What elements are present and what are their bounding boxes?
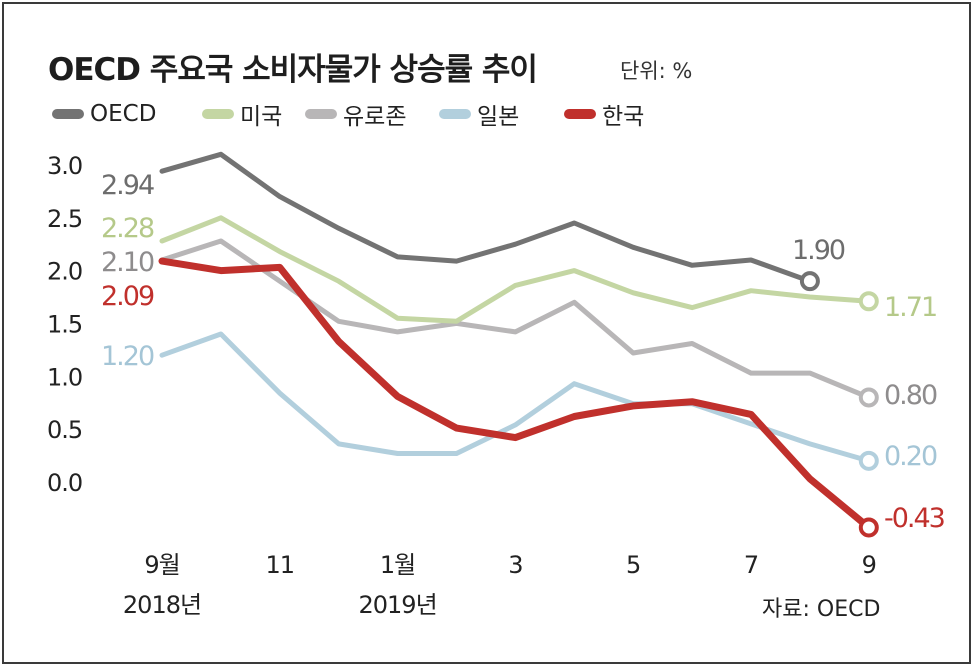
y-tick-label: 0.5 (47, 416, 82, 444)
legend-label: 한국 (602, 104, 645, 130)
y-tick-label: 2.0 (47, 258, 82, 286)
series-line (159, 151, 813, 284)
series-end-marker (858, 387, 879, 408)
legend-label: 미국 (240, 104, 283, 130)
legend-item: 한국 (564, 96, 644, 132)
series-end-marker (799, 271, 820, 292)
x-tick-label: 9월 (144, 551, 179, 579)
data-label: 2.94 (101, 170, 154, 201)
series-end-marker (858, 450, 879, 471)
y-tick-label: 0.0 (47, 469, 82, 497)
legend-swatch (52, 109, 84, 119)
source-label: 자료: OECD (762, 597, 881, 622)
x-tick-label: 7 (744, 551, 758, 579)
series-line (159, 215, 872, 324)
data-label: -0.43 (884, 503, 945, 534)
y-tick-label: 3.0 (47, 152, 82, 180)
data-label: 1.71 (884, 292, 936, 323)
x-tick-label: 1월 (380, 551, 415, 579)
series-end-marker (858, 517, 879, 538)
x-tick-label: 2018년 (123, 591, 201, 619)
legend-label: OECD (90, 101, 157, 127)
unit-label: 단위: % (620, 59, 693, 83)
data-label: 1.20 (101, 341, 154, 372)
data-label: 2.09 (101, 281, 154, 312)
y-tick-label: 1.5 (47, 310, 82, 338)
legend-swatch (564, 109, 596, 119)
data-label: 2.10 (101, 247, 154, 278)
legend-swatch (439, 109, 471, 119)
legend-item: 미국 (202, 96, 282, 132)
y-tick-label: 2.5 (47, 205, 82, 233)
data-label: 0.80 (884, 380, 937, 411)
data-label: 2.28 (101, 213, 154, 244)
legend-item: 일본 (439, 96, 519, 132)
data-label: 0.20 (884, 441, 937, 472)
x-tick-label: 5 (626, 551, 640, 579)
legend-swatch (202, 109, 234, 119)
chart-title: OECD 주요국 소비자물가 상승률 추이 (48, 52, 538, 88)
legend-label: 일본 (477, 104, 520, 130)
data-label: 1.90 (792, 235, 845, 266)
series-line (159, 331, 872, 464)
legend-item: OECD (52, 96, 156, 132)
legend-label: 유로존 (343, 104, 407, 130)
x-tick-label: 3 (508, 551, 522, 579)
series-end-marker (858, 291, 879, 312)
legend-item: 유로존 (305, 96, 406, 132)
x-tick-label: 9 (862, 551, 876, 579)
y-tick-label: 1.0 (47, 363, 82, 391)
series-line (158, 257, 873, 531)
x-tick-label: 2019년 (359, 591, 437, 619)
x-tick-label: 11 (266, 551, 295, 579)
series-line (159, 238, 872, 400)
legend-swatch (305, 109, 337, 119)
